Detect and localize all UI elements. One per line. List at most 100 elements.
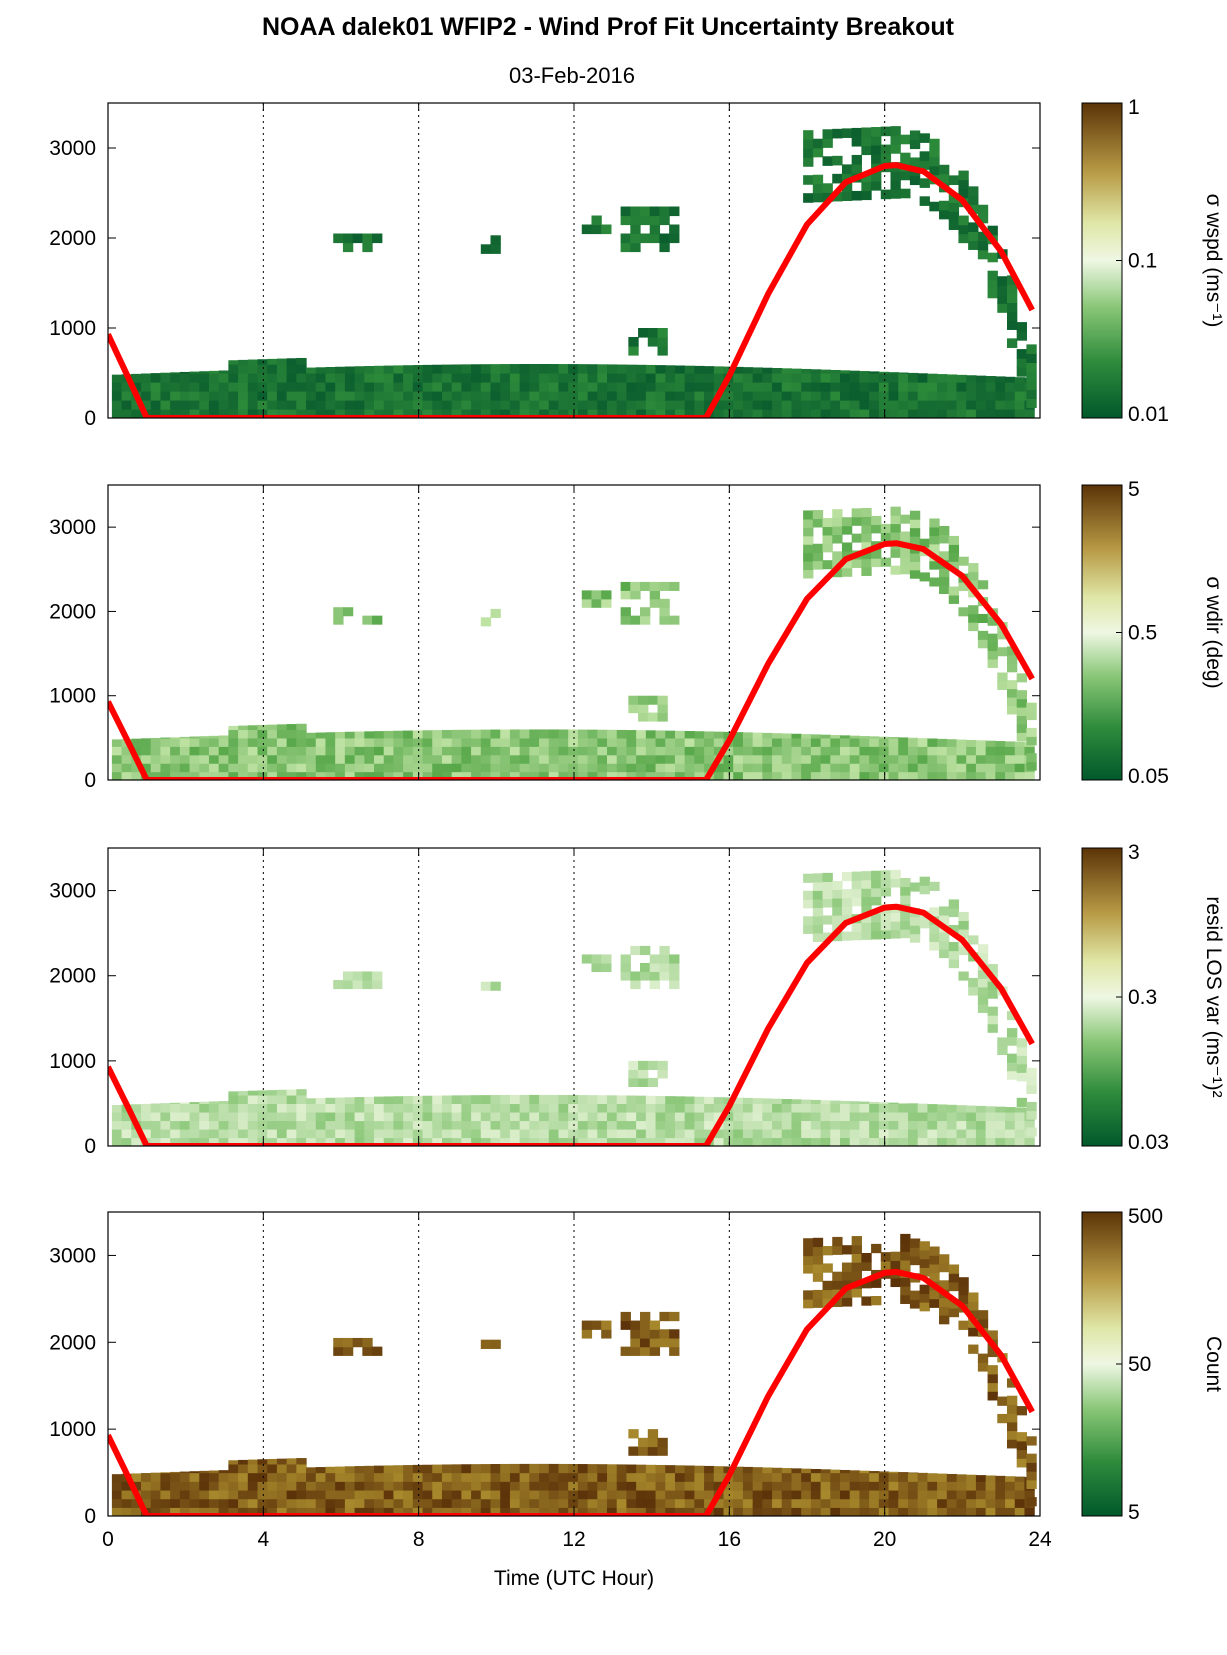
heatmap-cell [958, 928, 969, 939]
heatmap-cell [1005, 746, 1016, 756]
heatmap-cell [647, 1077, 659, 1087]
heatmap-cell [315, 1498, 327, 1508]
heatmap-cell [451, 1472, 462, 1482]
heatmap-cell [871, 887, 882, 897]
heatmap-cell [939, 209, 950, 220]
heatmap-cell [558, 1094, 569, 1105]
heatmap-cell [958, 556, 969, 566]
heatmap-cell [900, 556, 911, 566]
heatmap-cell [1005, 1111, 1016, 1122]
heatmap-cell [977, 204, 989, 215]
heatmap-cell [315, 1481, 327, 1491]
heatmap-cell [626, 1095, 637, 1105]
heatmap-cell [170, 1128, 181, 1139]
heatmap-cell [878, 746, 890, 756]
heatmap-cell [228, 1091, 239, 1096]
heatmap-cell [917, 1489, 928, 1500]
heatmap-cell [822, 898, 833, 908]
heatmap-cell [997, 647, 1008, 657]
heatmap-cell [568, 1120, 579, 1130]
heatmap-cell [723, 1489, 734, 1500]
heatmap-cell [851, 516, 862, 526]
heatmap-cell [422, 1507, 433, 1516]
heatmap-cell [810, 382, 822, 392]
heatmap-cell [490, 1120, 501, 1130]
heatmap-cell [684, 1128, 695, 1139]
heatmap-cell [859, 763, 870, 773]
heatmap-cell [111, 1104, 123, 1113]
heatmap-cell [111, 1120, 123, 1130]
heatmap-cell [987, 252, 998, 263]
heatmap-cell [956, 746, 967, 756]
heatmap-cell [781, 1498, 793, 1508]
heatmap-cell [257, 1472, 268, 1482]
heatmap-cell [966, 1498, 977, 1508]
heatmap-cell [461, 364, 472, 374]
heatmap-cell [948, 1273, 960, 1283]
heatmap-cell [832, 517, 843, 527]
heatmap-cell [616, 1128, 628, 1139]
heatmap-cell [1014, 400, 1026, 410]
heatmap-cell [655, 365, 666, 374]
heatmap-cell [286, 382, 297, 392]
heatmap-cell [577, 754, 589, 764]
heatmap-cell [335, 1137, 346, 1146]
heatmap-cell [296, 1458, 307, 1465]
heatmap-cell [1005, 1476, 1016, 1482]
heatmap-cell [900, 894, 911, 905]
heatmap-cell [649, 1337, 661, 1348]
heatmap-cell [354, 391, 365, 401]
heatmap-cell [791, 771, 802, 780]
heatmap-cell [539, 364, 550, 374]
heatmap-cell [306, 400, 317, 410]
heatmap-cell [861, 145, 872, 156]
heatmap-cell [131, 373, 142, 383]
heatmap-cell [704, 1489, 715, 1500]
heatmap-cell [374, 771, 385, 780]
heatmap-cell [325, 1481, 336, 1491]
colorbar-tick-label: 0.05 [1128, 765, 1169, 788]
heatmap-cell [762, 1481, 773, 1491]
heatmap-cell [286, 724, 297, 731]
heatmap-cell [946, 739, 958, 747]
heatmap-cell [607, 1137, 618, 1146]
heatmap-cell [325, 763, 336, 773]
heatmap-cell [422, 400, 433, 410]
heatmap-cell [471, 1498, 482, 1508]
heatmap-cell [840, 737, 851, 747]
heatmap-cell [1006, 338, 1018, 348]
heatmap-cell [636, 364, 647, 374]
heatmap-cell [939, 584, 950, 595]
heatmap-cell [548, 1507, 560, 1516]
heatmap-cell [393, 1111, 404, 1122]
heatmap-cell [325, 1128, 336, 1139]
heatmap-cell [820, 1111, 831, 1122]
heatmap-cell [383, 1137, 395, 1146]
heatmap-cell [1016, 1038, 1028, 1048]
heatmap-cell [179, 1102, 191, 1105]
heatmap-cell [762, 382, 773, 392]
heatmap-cell [141, 382, 152, 392]
heatmap-cell [1026, 344, 1037, 354]
heatmap-cell [927, 746, 938, 756]
heatmap-cell [840, 370, 851, 374]
heatmap-cell [733, 1472, 744, 1482]
heatmap-cell [607, 1464, 618, 1474]
heatmap-cell [451, 1507, 462, 1516]
heatmap-cell [995, 1489, 1006, 1500]
heatmap-cell [752, 746, 763, 756]
heatmap-cell [362, 233, 373, 244]
heatmap-cell [861, 507, 872, 517]
heatmap-cell [975, 1498, 987, 1508]
heatmap-cell [791, 1472, 802, 1482]
heatmap-cell [591, 962, 602, 973]
heatmap-cell [111, 1489, 123, 1500]
heatmap-cell [558, 763, 569, 773]
heatmap-cell [354, 1111, 365, 1122]
heatmap-cell [830, 1469, 841, 1474]
heatmap-cell [199, 1470, 210, 1474]
heatmap-cell [781, 1137, 793, 1146]
heatmap-cell [937, 1489, 948, 1500]
heatmap-cell [1006, 1395, 1018, 1406]
heatmap-cell [869, 1103, 880, 1113]
